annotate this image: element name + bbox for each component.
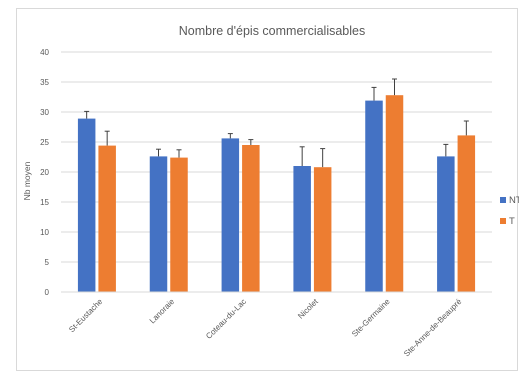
bar-nt (293, 166, 311, 292)
y-axis-ticks: 0 5 10 15 20 25 30 35 40 (40, 48, 49, 297)
x-tick-label: Coteau-du-Lac (204, 297, 248, 341)
bar-nt (365, 100, 383, 292)
y-tick-label: 30 (40, 108, 49, 117)
x-tick-label: Ste-Anne-de-Beaupré (402, 297, 464, 359)
legend-label-nt: NT (509, 195, 519, 206)
x-tick-label: St-Eustache (67, 297, 105, 335)
x-tick-label: Lanoraie (148, 297, 177, 326)
legend-swatch-t (500, 218, 506, 224)
bar-chart: Nombre d'épis commercialisables 0 5 10 15 20… (22, 24, 519, 359)
chart-container: Nombre d'épis commercialisables 0 5 10 15 20… (16, 8, 519, 371)
y-tick-label: 5 (45, 258, 50, 267)
y-tick-label: 25 (40, 138, 49, 147)
bar-t (242, 145, 260, 292)
bar-nt (149, 156, 168, 292)
legend-label-t: T (509, 216, 515, 227)
bar-nt (221, 138, 240, 292)
y-tick-label: 0 (45, 288, 50, 297)
x-axis-ticks: St-Eustache Lanoraie Coteau-du-Lac Nicolet S… (67, 297, 464, 359)
y-tick-label: 20 (40, 168, 49, 177)
y-tick-label: 10 (40, 228, 49, 237)
legend: NT T (500, 195, 519, 227)
y-tick-label: 15 (40, 198, 49, 207)
error-bars (84, 78, 469, 168)
bar-nt (77, 118, 96, 292)
bar-t (457, 135, 476, 292)
bar-t (313, 167, 332, 292)
bar-nt (437, 156, 455, 292)
chart-title: Nombre d'épis commercialisables (179, 24, 365, 38)
gridlines (61, 51, 492, 263)
y-tick-label: 40 (40, 48, 49, 57)
x-tick-label: Ste-Germaine (350, 297, 392, 339)
legend-swatch-nt (500, 197, 506, 203)
x-tick-label: Nicolet (296, 297, 320, 321)
y-axis-title: Nb moyen (22, 161, 32, 200)
bar-t (98, 145, 116, 292)
bar-t (385, 95, 404, 292)
bars (77, 95, 476, 292)
y-tick-label: 35 (40, 78, 49, 87)
bar-t (170, 157, 188, 292)
